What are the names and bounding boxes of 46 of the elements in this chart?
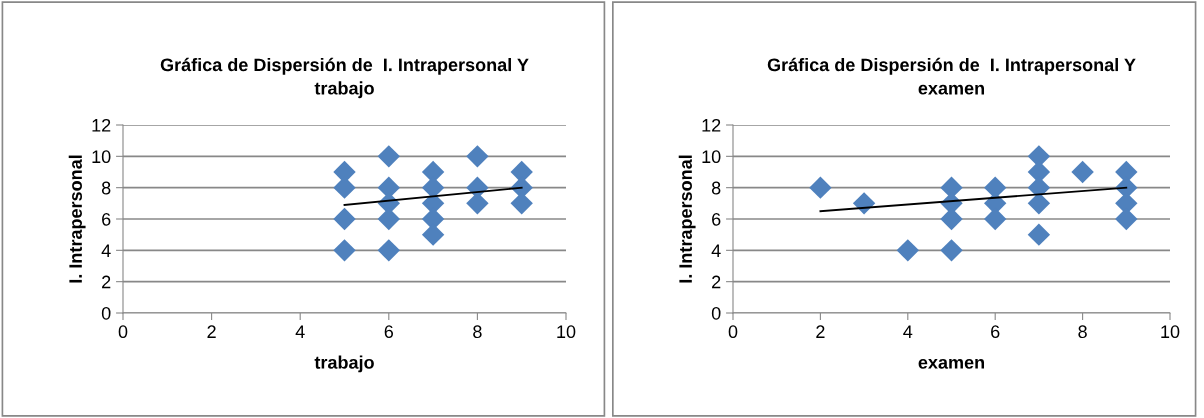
point: [377, 145, 400, 168]
x-tick-label: 10: [1161, 325, 1180, 339]
y-tick-label: 12: [702, 118, 721, 132]
x-tick-label: 0: [118, 325, 128, 339]
x-tick-label: 4: [295, 325, 305, 338]
x-tick-label: 4: [903, 325, 913, 338]
point: [896, 239, 919, 262]
point: [377, 239, 400, 262]
chart-title: Gráfica de Dispersión de I. Intrapersonal Y trabajo: [160, 57, 529, 99]
y-tick-label: 0: [711, 306, 721, 320]
y-tick-label: 6: [102, 212, 111, 226]
y-tick-label: 4: [101, 244, 111, 257]
y-tick-label: 12: [92, 118, 111, 132]
y-tick-label: 0: [101, 306, 111, 320]
y-axis-title: I. Intrapersonal: [68, 155, 86, 283]
x-tick-label: 10: [557, 325, 576, 339]
y-tick-label: 4: [711, 244, 721, 257]
x-tick-label: 2: [816, 325, 825, 338]
point: [510, 192, 533, 215]
point: [333, 239, 356, 262]
point: [421, 223, 445, 246]
y-tick-label: 6: [712, 212, 721, 226]
y-tick-label: 10: [702, 150, 721, 164]
x-axis-title: trabajo: [314, 355, 374, 373]
point: [809, 176, 832, 199]
point: [466, 192, 489, 215]
point: [940, 239, 963, 262]
y-tick-label: 2: [712, 275, 721, 289]
y-tick-label: 8: [101, 181, 111, 195]
y-tick-label: 8: [711, 181, 721, 195]
y-tick-label: 10: [92, 150, 111, 164]
point: [1027, 192, 1051, 215]
x-tick-label: 2: [207, 325, 216, 338]
point: [466, 145, 489, 168]
y-tick-label: 2: [102, 275, 111, 289]
x-tick-label: 6: [991, 325, 1000, 339]
point: [1027, 223, 1051, 246]
x-tick-label: 6: [384, 325, 394, 339]
x-tick-label: 8: [473, 325, 482, 339]
x-tick-label: 0: [728, 325, 738, 339]
x-axis-title: examen: [918, 358, 985, 369]
point: [1071, 160, 1094, 184]
point: [333, 207, 356, 231]
y-axis-title: I. Intrapersonal: [678, 155, 696, 283]
x-tick-label: 8: [1078, 325, 1087, 339]
chart-title: Gráfica de Dispersión de I. Intrapersonal Y examen: [767, 57, 1136, 95]
